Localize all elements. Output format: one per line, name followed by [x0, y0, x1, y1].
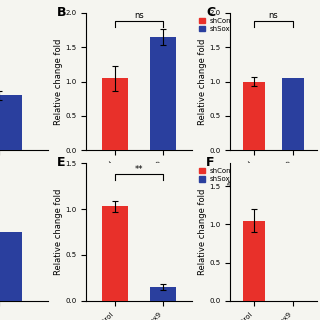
- Bar: [150, 37, 176, 150]
- Legend: shControl, shSox9: shControl, shSox9: [197, 16, 245, 33]
- Text: F: F: [206, 156, 215, 169]
- Y-axis label: Relative change fold: Relative change fold: [54, 189, 63, 275]
- Bar: [243, 220, 265, 301]
- Text: B: B: [57, 6, 66, 19]
- Bar: [0, 232, 21, 301]
- Bar: [243, 82, 265, 150]
- Y-axis label: Relative change fold: Relative change fold: [198, 38, 207, 125]
- Text: **: **: [135, 164, 143, 173]
- Y-axis label: Relative change fold: Relative change fold: [54, 38, 63, 125]
- Legend: shControl, shSox9: shControl, shSox9: [197, 167, 245, 184]
- Bar: [150, 287, 176, 301]
- Text: ns: ns: [269, 12, 278, 20]
- Text: E: E: [57, 156, 65, 169]
- Bar: [283, 78, 304, 150]
- Y-axis label: Relative change fold: Relative change fold: [198, 189, 207, 275]
- Text: ns: ns: [134, 12, 144, 20]
- Bar: [102, 206, 128, 301]
- Bar: [0, 95, 21, 150]
- Bar: [102, 78, 128, 150]
- Text: C: C: [206, 6, 215, 19]
